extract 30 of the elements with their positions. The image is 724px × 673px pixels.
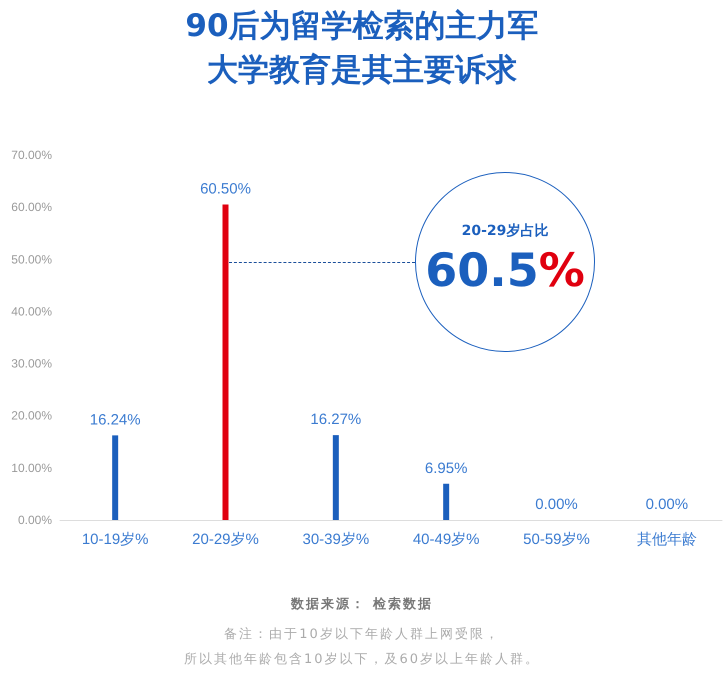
y-tick-label: 0.00% xyxy=(18,513,52,527)
bar xyxy=(112,435,118,520)
x-tick-label: 40-49岁% xyxy=(412,531,480,548)
x-tick-label: 20-29岁% xyxy=(192,531,259,548)
chart-title: 90后为留学检索的主力军大学教育是其主要诉求 xyxy=(184,7,540,90)
data-label: 60.50% xyxy=(200,180,251,198)
x-tick-label: 50-59岁% xyxy=(523,531,590,548)
bar xyxy=(222,204,228,520)
y-tick-label: 10.00% xyxy=(11,460,52,475)
y-tick-label: 60.00% xyxy=(11,200,52,214)
y-tick-label: 20.00% xyxy=(11,408,52,423)
data-label: 0.00% xyxy=(646,496,688,513)
text: 备注：由于10岁以下年龄人群上网受限， xyxy=(223,626,501,643)
x-tick-label: 10-19岁% xyxy=(82,531,149,548)
data-label: 6.95% xyxy=(424,460,468,477)
source-note: 数据来源： 检索数据 xyxy=(290,596,434,613)
text: 所以其他年龄包含10岁以下，及60岁以上年龄人群。 xyxy=(182,651,542,668)
data-label: 16.27% xyxy=(310,411,362,428)
x-tick-label: 其他年龄 xyxy=(636,531,697,548)
y-tick-label: 70.00% xyxy=(11,148,52,162)
annotation: 60.5% xyxy=(425,242,585,297)
bar xyxy=(443,484,450,520)
y-tick-label: 30.00% xyxy=(11,356,52,371)
data-label: 16.24% xyxy=(90,411,141,428)
data-label: 0.00% xyxy=(535,496,578,513)
bar xyxy=(332,435,339,520)
y-tick-label: 50.00% xyxy=(11,252,52,266)
annotation: 20-29岁占比 xyxy=(460,222,550,240)
y-tick-label: 40.00% xyxy=(11,304,52,318)
x-tick-label: 30-39岁% xyxy=(302,531,370,548)
